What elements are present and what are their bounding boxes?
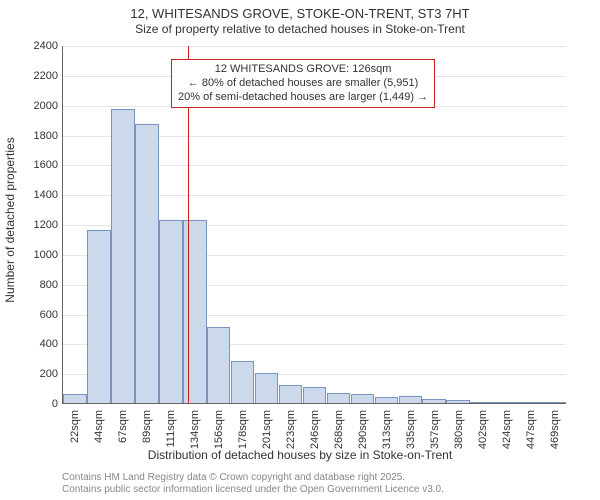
- bar: [231, 361, 255, 403]
- bar: [542, 402, 566, 403]
- x-tick-label: 335sqm: [405, 410, 417, 449]
- x-tick-label: 134sqm: [189, 410, 201, 449]
- bar: [470, 402, 494, 403]
- x-tick-label: 268sqm: [333, 410, 345, 449]
- y-tick-label: 1000: [18, 249, 58, 261]
- x-tick-label: 313sqm: [381, 410, 393, 449]
- y-tick-label: 200: [18, 368, 58, 380]
- bar: [279, 385, 303, 403]
- footer-line0: Contains HM Land Registry data © Crown c…: [62, 472, 444, 484]
- x-tick-label: 469sqm: [549, 410, 561, 449]
- x-tick-label: 67sqm: [117, 410, 129, 443]
- x-tick-label: 402sqm: [477, 410, 489, 449]
- y-tick-label: 0: [18, 398, 58, 410]
- bar: [351, 394, 375, 403]
- bar: [159, 220, 183, 403]
- x-tick-label: 22sqm: [69, 410, 81, 443]
- x-tick-label: 223sqm: [285, 410, 297, 449]
- x-tick-label: 246sqm: [309, 410, 321, 449]
- x-tick-label: 156sqm: [213, 410, 225, 449]
- bar: [87, 230, 111, 403]
- bar: [255, 373, 279, 403]
- x-tick-label: 447sqm: [525, 410, 537, 449]
- y-tick-label: 1400: [18, 189, 58, 201]
- bar: [399, 396, 423, 403]
- x-tick-label: 424sqm: [501, 410, 513, 449]
- x-tick-label: 290sqm: [357, 410, 369, 449]
- annotation-box: 12 WHITESANDS GROVE: 126sqm ← 80% of det…: [171, 59, 435, 108]
- bar: [207, 327, 231, 403]
- bar: [494, 402, 518, 403]
- bar: [111, 109, 135, 403]
- bar: [135, 124, 159, 403]
- bar: [63, 394, 87, 403]
- bar: [446, 400, 470, 403]
- y-tick-label: 2000: [18, 100, 58, 112]
- chart-title: 12, WHITESANDS GROVE, STOKE-ON-TRENT, ST…: [0, 0, 600, 22]
- bar: [518, 402, 542, 403]
- x-tick-label: 201sqm: [261, 410, 273, 449]
- y-tick-label: 2400: [18, 40, 58, 52]
- x-tick-label: 44sqm: [93, 410, 105, 443]
- annotation-line2: 20% of semi-detached houses are larger (…: [178, 91, 428, 105]
- y-tick-label: 1800: [18, 130, 58, 142]
- y-tick-label: 600: [18, 309, 58, 321]
- plot-area: 12 WHITESANDS GROVE: 126sqm ← 80% of det…: [62, 46, 566, 404]
- y-tick-label: 1200: [18, 219, 58, 231]
- bar: [183, 220, 207, 403]
- chart-subtitle: Size of property relative to detached ho…: [0, 22, 600, 36]
- x-tick-label: 357sqm: [429, 410, 441, 449]
- x-axis-label: Distribution of detached houses by size …: [0, 448, 600, 462]
- annotation-line0: 12 WHITESANDS GROVE: 126sqm: [178, 63, 428, 77]
- bar: [303, 387, 327, 403]
- bar: [422, 399, 446, 403]
- y-tick-label: 800: [18, 279, 58, 291]
- bar: [327, 393, 351, 403]
- y-tick-label: 1600: [18, 159, 58, 171]
- y-tick-label: 400: [18, 338, 58, 350]
- footer-attribution: Contains HM Land Registry data © Crown c…: [62, 472, 444, 496]
- x-tick-label: 89sqm: [141, 410, 153, 443]
- y-axis-label: Number of detached properties: [3, 137, 17, 302]
- y-tick-label: 2200: [18, 70, 58, 82]
- x-tick-label: 111sqm: [165, 410, 177, 448]
- bar: [375, 397, 399, 403]
- x-tick-label: 178sqm: [237, 410, 249, 449]
- x-tick-label: 380sqm: [453, 410, 465, 449]
- footer-line1: Contains public sector information licen…: [62, 484, 444, 496]
- annotation-line1: ← 80% of detached houses are smaller (5,…: [178, 77, 428, 91]
